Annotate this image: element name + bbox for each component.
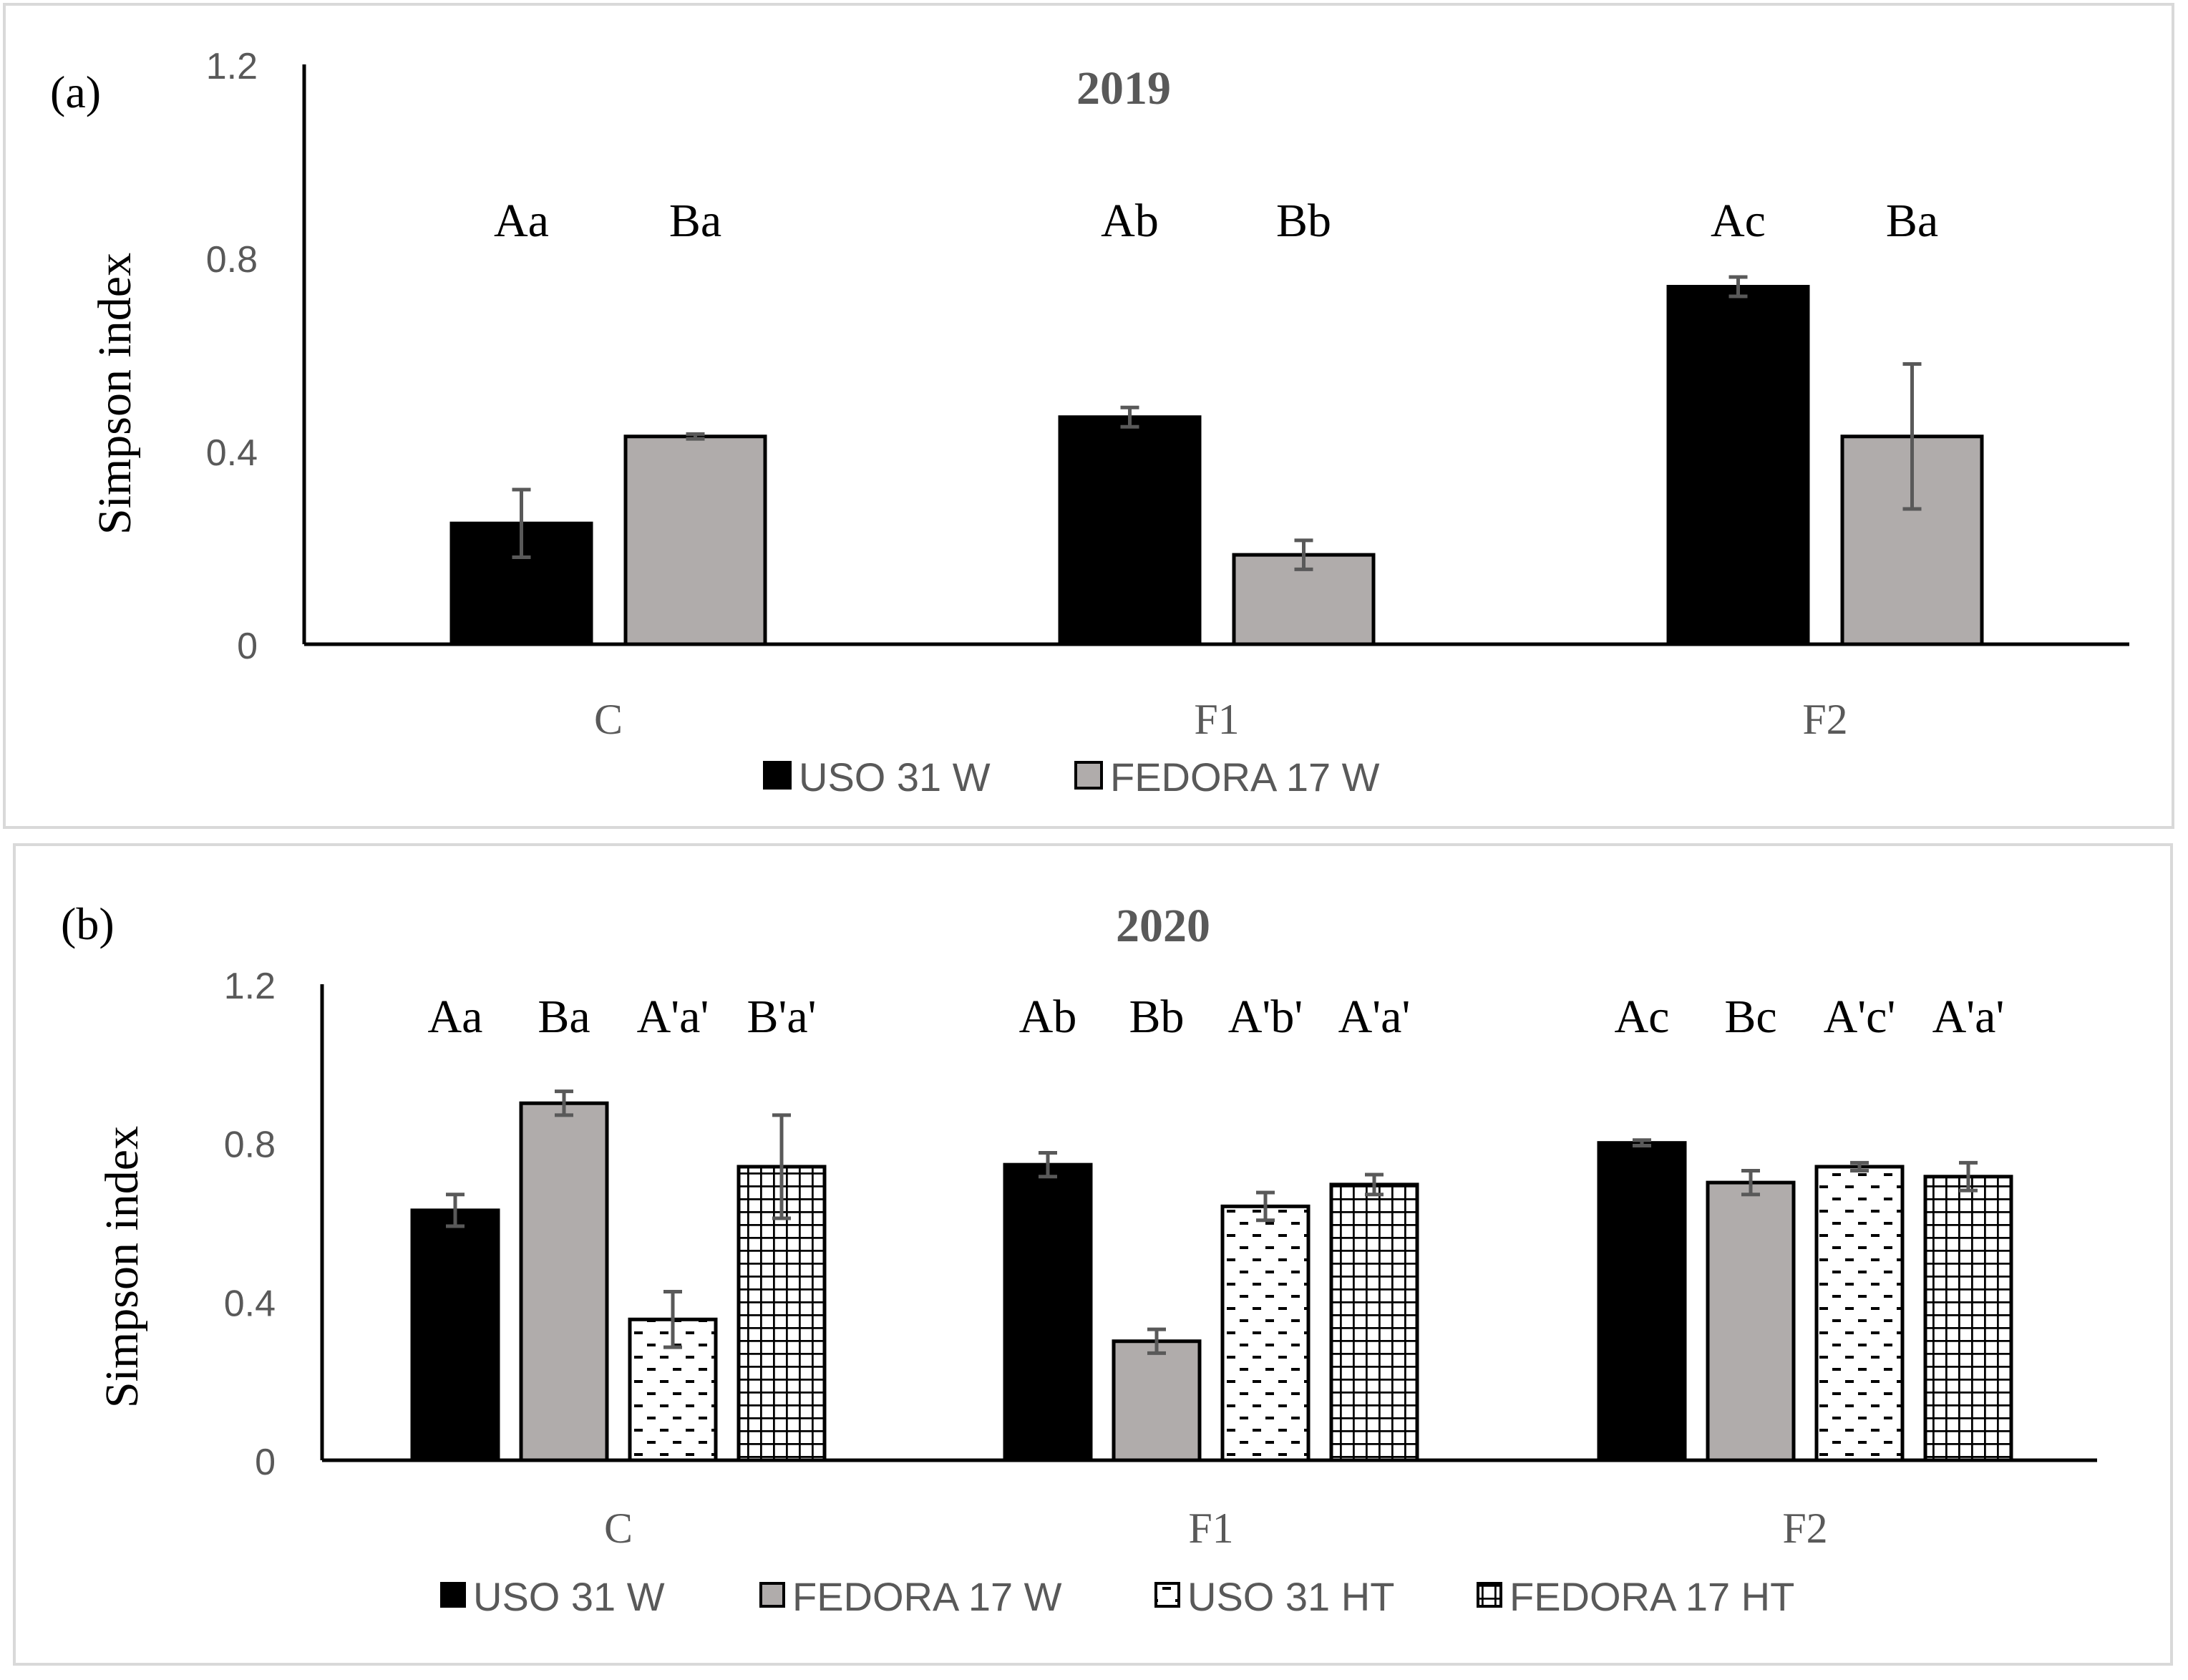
significance-label: B'a' bbox=[747, 991, 816, 1043]
x-tick-label: F1 bbox=[1194, 696, 1239, 743]
x-tick-label: F1 bbox=[1188, 1505, 1233, 1552]
legend-label: USO 31 W bbox=[473, 1574, 665, 1619]
significance-label: Ac bbox=[1711, 195, 1766, 247]
legend-swatch bbox=[1477, 1582, 1502, 1608]
bar bbox=[1923, 1175, 2013, 1462]
legend-label: USO 31 HT bbox=[1187, 1574, 1394, 1619]
significance-label: A'c' bbox=[1824, 991, 1896, 1043]
x-tick-label: C bbox=[604, 1505, 633, 1552]
panel-b-marks: 0 0.4 0.8 1.2 Aa Ba A'a' B'a' C Ab Bb A'b' A'a' F1 Ac B… bbox=[224, 966, 2097, 1619]
y-tick-label: 0.4 bbox=[206, 432, 258, 474]
significance-label: A'b' bbox=[1228, 991, 1303, 1043]
panel-b-ylabel: Simpson index bbox=[96, 1126, 148, 1408]
panel-b-border bbox=[13, 843, 2173, 1666]
bar bbox=[1706, 1180, 1796, 1462]
legend-label: USO 31 W bbox=[799, 754, 991, 800]
significance-label: Aa bbox=[428, 991, 483, 1043]
y-tick-label: 0.8 bbox=[224, 1125, 276, 1166]
significance-label: Bb bbox=[1129, 991, 1184, 1043]
bar bbox=[1003, 1162, 1093, 1462]
x-tick-label: F2 bbox=[1802, 696, 1847, 743]
significance-label: Ab bbox=[1101, 195, 1159, 247]
panel-a-label: (a) bbox=[50, 67, 101, 117]
significance-label: A'a' bbox=[637, 991, 709, 1043]
significance-label: Ba bbox=[1886, 195, 1938, 247]
bar bbox=[519, 1101, 609, 1462]
panel-a: (a) 2019 Simpson index 0 0.4 0.8 1.2 Aa Ba C Ab… bbox=[3, 3, 2174, 829]
panel-a-title: 2019 bbox=[1076, 62, 1171, 115]
y-tick-label: 0.8 bbox=[206, 239, 258, 281]
bar bbox=[1058, 415, 1202, 646]
y-tick-label: 1.2 bbox=[206, 46, 258, 87]
legend-swatch bbox=[759, 1582, 785, 1608]
significance-label: Ba bbox=[669, 195, 721, 247]
bar bbox=[1597, 1141, 1687, 1462]
significance-label: Ac bbox=[1615, 991, 1670, 1043]
legend-swatch bbox=[1154, 1582, 1180, 1608]
significance-label: Bc bbox=[1724, 991, 1776, 1043]
panel-a-marks: 0 0.4 0.8 1.2 Aa Ba C Ab Bb F1 Ac Ba F2 USO 31 W FEDOR… bbox=[206, 46, 2129, 800]
bar bbox=[410, 1208, 500, 1462]
significance-label: A'a' bbox=[1338, 991, 1411, 1043]
panel-b-title: 2020 bbox=[1116, 900, 1210, 952]
legend-swatch bbox=[440, 1582, 466, 1608]
significance-label: A'a' bbox=[1932, 991, 2005, 1043]
legend-swatch bbox=[1074, 761, 1103, 790]
bar bbox=[1329, 1183, 1419, 1462]
y-tick-label: 0 bbox=[237, 626, 258, 667]
bar bbox=[1112, 1339, 1202, 1462]
significance-label: Bb bbox=[1276, 195, 1331, 247]
significance-label: Ba bbox=[538, 991, 590, 1043]
y-tick-label: 0.4 bbox=[224, 1283, 276, 1324]
y-tick-label: 1.2 bbox=[224, 966, 276, 1007]
bar bbox=[1666, 285, 1810, 646]
x-tick-label: F2 bbox=[1782, 1505, 1827, 1552]
bar bbox=[1814, 1165, 1905, 1462]
significance-label: Aa bbox=[494, 195, 549, 247]
panel-b: (b) 2020 Simpson index 0 0.4 0.8 1.2 Aa Ba A'a… bbox=[13, 843, 2173, 1666]
panel-a-ylabel: Simpson index bbox=[89, 253, 141, 535]
x-tick-label: C bbox=[594, 696, 623, 743]
panel-b-label: (b) bbox=[61, 898, 115, 949]
bar bbox=[623, 434, 767, 646]
legend-swatch bbox=[763, 761, 792, 790]
legend-label: FEDORA 17 W bbox=[1110, 754, 1380, 800]
legend-label: FEDORA 17 HT bbox=[1509, 1574, 1794, 1619]
legend-label: FEDORA 17 W bbox=[792, 1574, 1062, 1619]
significance-label: Ab bbox=[1019, 991, 1077, 1043]
y-tick-label: 0 bbox=[255, 1442, 276, 1483]
bar bbox=[1220, 1204, 1311, 1462]
